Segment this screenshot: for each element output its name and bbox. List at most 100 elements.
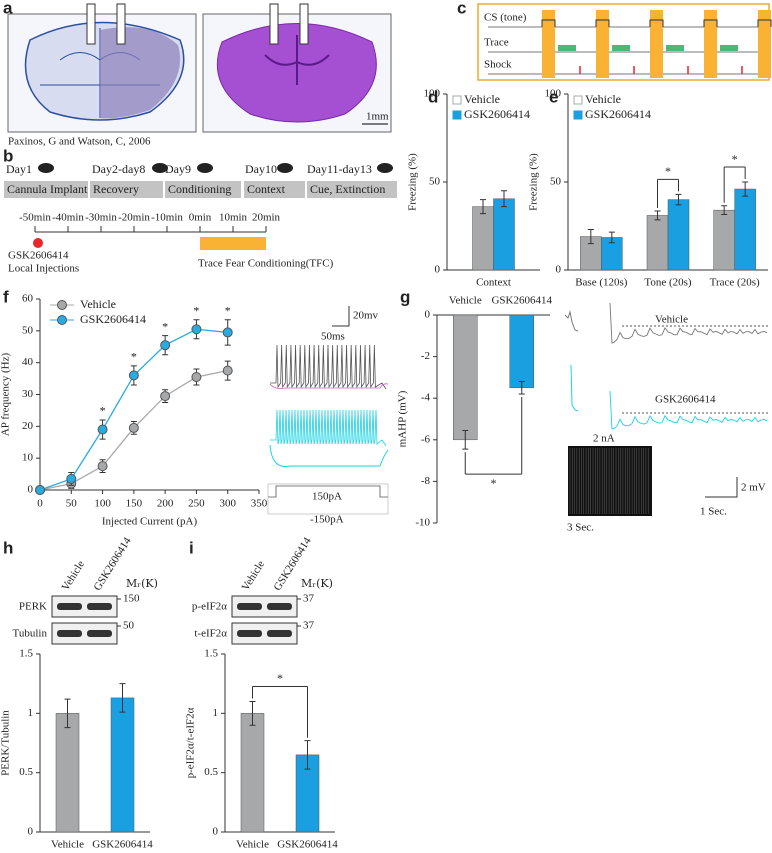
point bbox=[66, 473, 77, 484]
x-tick-label: Base (120s) bbox=[575, 277, 628, 289]
x-tick-label: Vehicle bbox=[449, 295, 482, 307]
scale-bar bbox=[332, 306, 350, 327]
pre-trace bbox=[564, 310, 579, 332]
point bbox=[97, 461, 108, 472]
y-axis-title: Freezing (%) bbox=[528, 153, 540, 211]
y-tick-label: 1 bbox=[28, 707, 34, 719]
stimulus-label: 2 nA bbox=[593, 433, 615, 445]
y-tick-label: -4 bbox=[421, 392, 431, 404]
blot-row-label: PERK bbox=[19, 601, 47, 613]
y-axis-title: PERK/Tubulin bbox=[0, 710, 12, 776]
tfc-label: Trace Fear Conditioning(TFC) bbox=[198, 258, 334, 270]
scale-bar bbox=[705, 477, 738, 498]
spike-trace bbox=[270, 409, 387, 447]
protocol: CS (tone) Trace Shock bbox=[477, 3, 772, 81]
panel-label: d bbox=[428, 87, 438, 106]
bar bbox=[667, 199, 690, 271]
stage-label: Cannula Implant bbox=[7, 182, 88, 196]
blots: Vehicle GSK2606414Mᵣ(K)PERK150Tubulin50Ve… bbox=[13, 535, 333, 645]
bar bbox=[472, 206, 494, 271]
x-tick-label: 300 bbox=[219, 498, 236, 510]
x-tick-label: Vehicle bbox=[51, 839, 84, 851]
y-axis-title: Freezing (%) bbox=[407, 153, 419, 211]
hyper-trace bbox=[269, 444, 389, 468]
time-label: 0min bbox=[189, 212, 212, 224]
legend-marker bbox=[57, 315, 67, 325]
lane-label: Vehicle bbox=[240, 559, 268, 593]
tone-block bbox=[542, 10, 555, 78]
significance-bracket bbox=[723, 166, 746, 203]
stage-label: Conditioning bbox=[168, 182, 231, 196]
point bbox=[191, 371, 202, 382]
lane-label: Vehicle bbox=[60, 559, 88, 593]
mr-label: Mᵣ(K) bbox=[301, 577, 333, 590]
y-tick-label: -2 bbox=[421, 350, 430, 362]
tone-block bbox=[596, 10, 609, 78]
point bbox=[35, 485, 45, 495]
bar bbox=[734, 188, 756, 271]
tone-block bbox=[704, 10, 717, 78]
y-axis-title: mAHP (mV) bbox=[397, 390, 409, 447]
time-label: -40min bbox=[52, 212, 84, 224]
hyper-trace bbox=[269, 383, 389, 389]
x-tick-label: GSK2606414 bbox=[277, 839, 338, 851]
x-tick-label: 50 bbox=[66, 498, 78, 510]
point bbox=[128, 422, 139, 433]
x-tick-label: Vehicle bbox=[236, 839, 269, 851]
point bbox=[222, 327, 233, 338]
trace-label: Vehicle bbox=[655, 314, 688, 326]
bar bbox=[646, 215, 669, 271]
bar bbox=[509, 314, 534, 389]
error-bar bbox=[119, 683, 126, 713]
time-label: 10min bbox=[219, 212, 248, 224]
scale-label: 1mm bbox=[366, 111, 389, 123]
error-bar bbox=[587, 229, 594, 245]
blot-row-label: Tubulin bbox=[13, 628, 48, 640]
ahp-trace bbox=[609, 390, 768, 430]
legend-swatch bbox=[573, 95, 583, 105]
point bbox=[128, 370, 139, 381]
mw-label: 37 bbox=[303, 620, 315, 632]
x-tick-label: 350 bbox=[251, 498, 268, 510]
panel-label: b bbox=[3, 146, 13, 165]
bar bbox=[713, 209, 735, 271]
y-axis-title: p-eIF2α/t-eIF2α bbox=[185, 707, 197, 778]
brain-atlas bbox=[7, 3, 392, 133]
legend-swatch bbox=[573, 110, 583, 120]
credit: Paxinos, G and Watson, C, 2006 bbox=[8, 136, 151, 148]
mouse-icon bbox=[277, 163, 293, 173]
row-label: Shock bbox=[484, 59, 512, 71]
mw-label: 50 bbox=[123, 620, 135, 632]
y-tick-label: 40 bbox=[22, 356, 34, 368]
significance-label: * bbox=[665, 164, 671, 178]
point bbox=[97, 424, 108, 435]
blot-frame bbox=[231, 622, 298, 645]
mouse-icon bbox=[377, 163, 393, 173]
y-tick-label: 100 bbox=[545, 88, 562, 100]
trace-block bbox=[612, 45, 630, 51]
stimulus-label: 3 Sec. bbox=[567, 522, 594, 534]
y-tick-label: 50 bbox=[550, 176, 562, 188]
tone-marker bbox=[649, 19, 664, 27]
stage-box bbox=[90, 181, 163, 198]
y-tick-label: 0 bbox=[425, 309, 431, 321]
x-tick-label: GSK2606414 bbox=[491, 295, 552, 307]
band bbox=[57, 630, 82, 637]
y-tick-label: 10 bbox=[22, 452, 34, 464]
blot-frame bbox=[51, 622, 118, 645]
panel-label: g bbox=[400, 287, 410, 306]
y-tick-label: 30 bbox=[22, 388, 34, 400]
stage-box bbox=[307, 181, 397, 198]
legend-label: Vehicle bbox=[585, 92, 621, 106]
bar bbox=[110, 697, 135, 833]
tone-marker bbox=[703, 19, 718, 27]
x-tick-label: 200 bbox=[157, 498, 174, 510]
panel-label: a bbox=[3, 0, 13, 17]
scale-label: 1 Sec. bbox=[700, 506, 727, 518]
bar bbox=[453, 314, 478, 441]
y-tick-label: 0 bbox=[435, 264, 441, 276]
x-tick-label: Trace (20s) bbox=[710, 277, 760, 289]
y-tick-label: 1 bbox=[213, 707, 219, 719]
error-bar bbox=[304, 740, 311, 770]
band bbox=[267, 630, 292, 637]
